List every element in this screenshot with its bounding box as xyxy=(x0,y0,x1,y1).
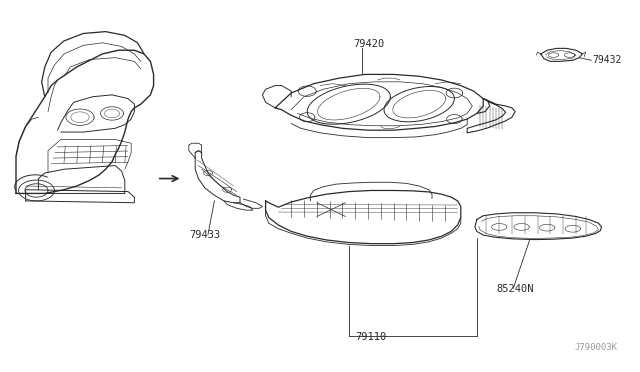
Text: 79420: 79420 xyxy=(353,38,385,48)
Text: J790003K: J790003K xyxy=(575,343,618,352)
Text: 79110: 79110 xyxy=(355,332,387,342)
Text: 79432: 79432 xyxy=(592,55,621,65)
Text: 79433: 79433 xyxy=(189,230,220,240)
Text: 85240N: 85240N xyxy=(496,284,534,294)
